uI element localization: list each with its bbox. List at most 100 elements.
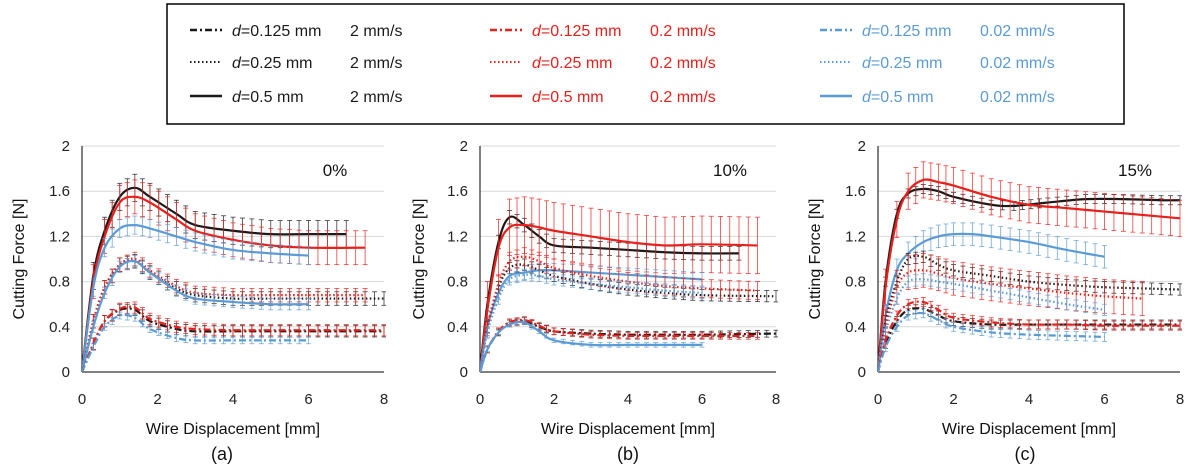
legend-items: d=0.125 mm 2 mm/sd=0.25 mm 2 mm/sd=0.5 mm 2… <box>190 23 1055 106</box>
series-line <box>878 300 1180 372</box>
x-tick-label: 2 <box>550 391 558 408</box>
legend-d-value: =0.25 mm <box>241 55 313 72</box>
y-tick-label: 0 <box>858 364 866 381</box>
x-tick-label: 8 <box>1176 391 1184 408</box>
series <box>82 311 311 372</box>
series-line <box>82 307 384 372</box>
series <box>480 268 705 372</box>
series-line <box>480 223 758 372</box>
legend-speed: 2 mm/s <box>350 55 402 72</box>
series-line <box>82 195 366 372</box>
y-tick-label: 0 <box>460 364 468 381</box>
legend-d-value: =0.5 mm <box>241 89 304 106</box>
series-line <box>878 311 1105 372</box>
legend-speed: 0.02 mm/s <box>980 23 1055 40</box>
legend-d-symbol: d <box>532 23 542 40</box>
series <box>82 215 311 372</box>
x-axis-label: Wire Displacement [mm] <box>942 421 1116 438</box>
legend-entry: d=0.5 mm 0.2 mm/s <box>532 89 716 106</box>
y-tick-label: 0.4 <box>845 319 866 336</box>
series <box>82 251 368 372</box>
y-tick-label: 0.4 <box>447 319 468 336</box>
legend-entry: d=0.5 mm 0.02 mm/s <box>862 89 1055 106</box>
legend-d-symbol: d <box>232 89 242 106</box>
x-axis-label: Wire Displacement [mm] <box>146 421 320 438</box>
x-tick-label: 0 <box>874 391 882 408</box>
x-tick-label: 4 <box>624 391 632 408</box>
series-line <box>878 178 1181 372</box>
legend-entry: d=0.125 mm 2 mm/s <box>232 23 402 40</box>
y-tick-label: 2 <box>460 138 468 155</box>
series-line <box>878 232 1105 372</box>
legend-entry: d=0.125 mm 0.02 mm/s <box>862 23 1055 40</box>
series-line <box>480 318 758 372</box>
y-tick-label: 0.8 <box>447 274 468 291</box>
legend-speed: 0.2 mm/s <box>650 89 716 106</box>
legend-d-symbol: d <box>532 55 542 72</box>
y-axis-label: Cutting Force [N] <box>807 199 824 320</box>
series <box>82 301 386 372</box>
series <box>878 297 1182 372</box>
series <box>82 179 368 372</box>
x-tick-label: 4 <box>229 391 237 408</box>
legend: d=0.125 mm 2 mm/sd=0.25 mm 2 mm/sd=0.5 mm 2… <box>166 3 1125 125</box>
y-tick-label: 0 <box>62 364 70 381</box>
series <box>480 263 705 372</box>
legend-speed: 0.02 mm/s <box>980 89 1055 106</box>
series-line <box>480 273 703 372</box>
series-line <box>878 269 1143 372</box>
y-tick-label: 0.4 <box>49 319 70 336</box>
panel-c: 0 0.4 0.8 1.2 1.6 2 0 2 4 6 8 Wire Displacement [mm… <box>807 138 1184 464</box>
legend-speed: 2 mm/s <box>350 89 402 106</box>
series <box>480 319 705 372</box>
legend-entry: d=0.25 mm 0.2 mm/s <box>532 55 716 72</box>
legend-entry: d=0.25 mm 0.02 mm/s <box>862 55 1055 72</box>
y-tick-label: 1.2 <box>447 228 468 245</box>
legend-speed: 0.2 mm/s <box>650 23 716 40</box>
y-axis-label: Cutting Force [N] <box>411 199 428 320</box>
series-line <box>82 186 347 372</box>
series-line <box>82 223 309 372</box>
legend-d-value: =0.125 mm <box>541 23 621 40</box>
legend-entry: d=0.25 mm 2 mm/s <box>232 55 402 72</box>
y-tick-label: 1.6 <box>49 183 70 200</box>
legend-entry: d=0.125 mm 0.2 mm/s <box>532 23 716 40</box>
legend-d-value: =0.125 mm <box>871 23 951 40</box>
panel-label: (a) <box>211 444 233 464</box>
x-tick-label: 6 <box>1100 391 1108 408</box>
legend-d-symbol: d <box>862 89 872 106</box>
y-tick-label: 1.6 <box>845 183 866 200</box>
series <box>480 196 760 372</box>
legend-d-value: =0.25 mm <box>541 55 613 72</box>
y-tick-label: 1.2 <box>49 228 70 245</box>
y-tick-label: 1.2 <box>845 228 866 245</box>
legend-d-symbol: d <box>232 23 242 40</box>
x-tick-label: 6 <box>698 391 706 408</box>
legend-d-symbol: d <box>862 23 872 40</box>
x-tick-label: 0 <box>78 391 86 408</box>
y-tick-label: 1.6 <box>447 183 468 200</box>
y-tick-label: 2 <box>858 138 866 155</box>
y-tick-label: 2 <box>62 138 70 155</box>
series <box>480 247 760 372</box>
x-tick-label: 8 <box>772 391 780 408</box>
x-tick-label: 0 <box>476 391 484 408</box>
series-line <box>82 257 366 372</box>
series <box>878 161 1182 372</box>
series-line <box>82 259 309 372</box>
panel-annotation: 0% <box>323 161 348 180</box>
panel-label: (c) <box>1015 444 1036 464</box>
plot-area <box>878 161 1182 372</box>
panel-annotation: 15% <box>1118 161 1152 180</box>
series-line <box>480 215 740 372</box>
x-tick-label: 6 <box>304 391 312 408</box>
legend-d-symbol: d <box>862 55 872 72</box>
legend-d-value: =0.25 mm <box>871 55 943 72</box>
legend-speed: 2 mm/s <box>350 23 402 40</box>
series-line <box>480 319 777 372</box>
panel-b: 0 0.4 0.8 1.2 1.6 2 0 2 4 6 8 Wire Displacement [mm… <box>411 138 780 464</box>
panel-annotation: 10% <box>713 161 747 180</box>
y-axis-label: Cutting Force [N] <box>11 199 28 320</box>
legend-d-value: =0.125 mm <box>241 23 321 40</box>
legend-d-symbol: d <box>232 55 242 72</box>
